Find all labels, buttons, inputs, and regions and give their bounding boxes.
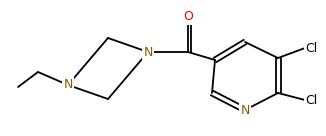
Text: N: N [63, 78, 73, 92]
Text: Cl: Cl [305, 94, 317, 106]
Text: O: O [183, 10, 193, 24]
Text: Cl: Cl [305, 41, 317, 55]
Text: N: N [240, 103, 250, 117]
Text: N: N [143, 46, 153, 58]
